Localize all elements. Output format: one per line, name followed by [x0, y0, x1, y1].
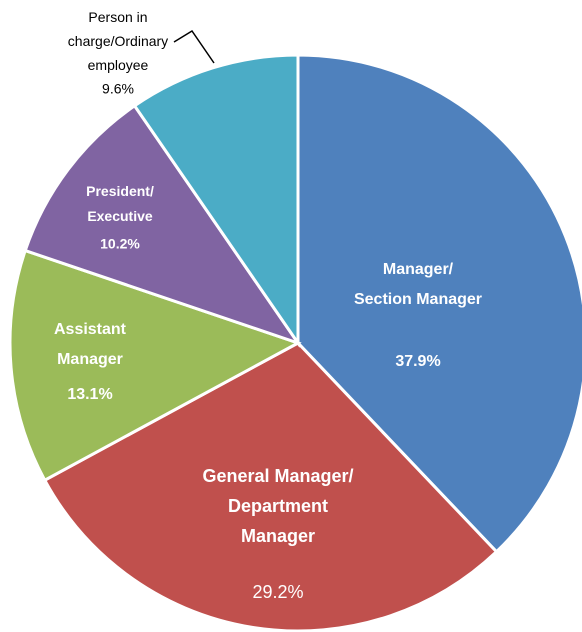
slice-label: Manager/Section Manager	[354, 261, 482, 308]
slice-label: General Manager/Department Manager	[202, 466, 353, 546]
pie-slice	[296, 53, 582, 554]
pie-slice	[23, 103, 302, 346]
slice-label: President/Executive	[86, 183, 154, 224]
pie-slice	[42, 341, 499, 632]
value-label: 37.9%	[395, 353, 440, 370]
value-label: 29.2%	[252, 582, 303, 602]
value-label: 13.1%	[67, 386, 112, 403]
slice-label: Assistant Manager	[54, 321, 127, 368]
pie-slice	[132, 53, 300, 348]
pie-slice	[8, 248, 302, 483]
slice-label: Person in charge/Ordinary employee	[68, 9, 168, 73]
value-label: 9.6%	[102, 81, 134, 97]
leader-line	[173, 29, 215, 64]
value-label: 10.2%	[100, 236, 140, 252]
